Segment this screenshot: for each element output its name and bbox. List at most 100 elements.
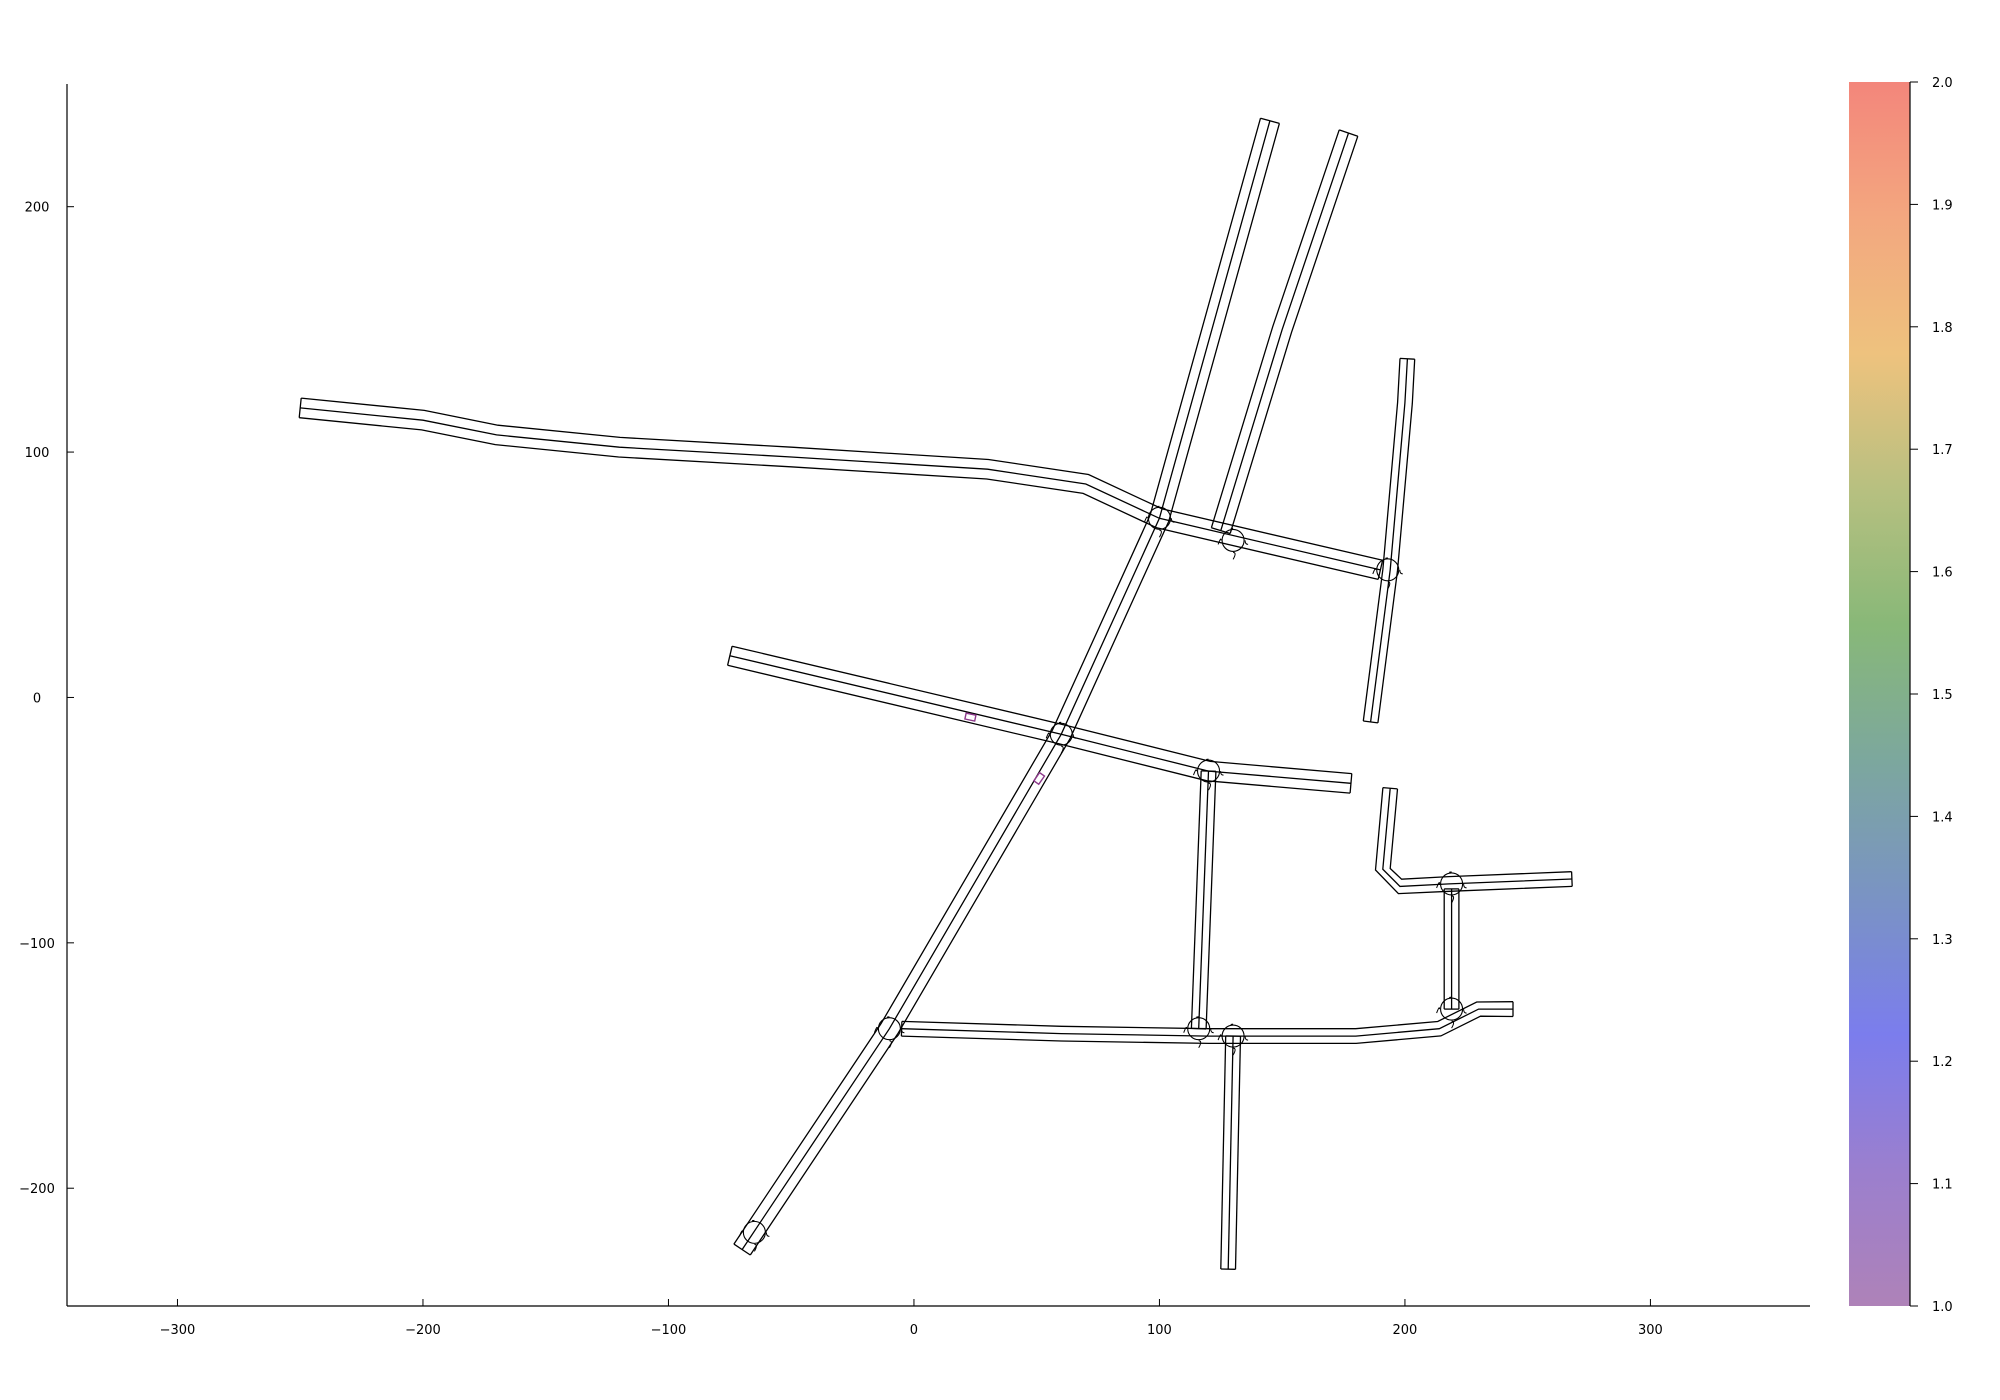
turn-arc <box>1244 540 1249 545</box>
road-edge <box>727 664 1351 794</box>
turn-arc <box>1436 1007 1441 1014</box>
turn-arc <box>1244 1036 1249 1041</box>
lane-divider <box>901 1008 1513 1037</box>
road-edge <box>1190 770 1202 1029</box>
road-edge <box>1377 359 1416 723</box>
turn-arc <box>1072 734 1077 739</box>
turn-arc <box>1449 996 1452 999</box>
turn-arc <box>1436 882 1441 889</box>
turn-arc <box>1210 1028 1214 1034</box>
road-edge <box>1389 788 1572 880</box>
colorbar-tick-label: 2.0 <box>1932 76 1953 91</box>
x-tick-label: −100 <box>651 1323 687 1338</box>
colorbar-tick-label: 1.7 <box>1932 443 1953 458</box>
turn-arc <box>1206 758 1209 761</box>
turn-arc <box>1158 529 1162 538</box>
road-south-stub <box>1220 1035 1242 1270</box>
turn-arc <box>1451 1020 1455 1029</box>
x-tick-label: 200 <box>1393 1323 1418 1338</box>
turn-arc <box>873 1026 878 1033</box>
colorbar-gradient <box>1849 82 1910 1306</box>
turn-arc <box>1183 1026 1188 1033</box>
turn-arc <box>1198 1040 1202 1048</box>
colorbar-tick-label: 1.5 <box>1932 688 1953 703</box>
road-end-cap <box>1338 129 1359 137</box>
road-edge <box>749 123 1281 1256</box>
axes: −300 −200 −100 0 100 200 300 200 100 0 −100 −200 <box>19 84 1810 1338</box>
turn-arc <box>1193 769 1197 776</box>
road-edge <box>1220 1035 1227 1270</box>
turn-arc <box>1058 721 1062 724</box>
turn-arc <box>1143 516 1148 523</box>
colorbar-tick-label: 1.3 <box>1932 933 1953 948</box>
turn-arc <box>751 1219 755 1222</box>
y-tick-label: 0 <box>33 691 41 706</box>
colorbar-tick-label: 1.4 <box>1932 810 1953 825</box>
intersection <box>738 1219 770 1252</box>
vehicle-1-marker <box>964 712 977 722</box>
colorbar: 1.0 1.1 1.2 1.3 1.4 1.5 1.6 1.7 1.8 1.9 2.0 <box>1849 76 1953 1315</box>
road-end-cap <box>1349 773 1353 794</box>
turn-arc <box>1387 581 1391 590</box>
road-end-cap <box>1260 117 1280 125</box>
colorbar-tick-label: 1.9 <box>1932 198 1953 213</box>
road-edge <box>731 645 1352 775</box>
colorbar-tick-label: 1.8 <box>1932 321 1953 336</box>
intersection-ring <box>1049 722 1073 746</box>
road-east-spur <box>1443 888 1460 1010</box>
colorbar-tick-label: 1.6 <box>1932 566 1953 581</box>
vehicle-markers-layer <box>964 712 1046 786</box>
road-edge <box>301 397 1383 561</box>
intersection-ring <box>742 1220 766 1244</box>
road-east-north-road <box>1362 357 1416 724</box>
lane-divider <box>1369 358 1409 723</box>
turn-arc <box>900 1028 905 1034</box>
y-tick-label: 100 <box>25 446 50 461</box>
colorbar-tick-label: 1.1 <box>1932 1178 1953 1193</box>
turn-arc <box>1220 771 1224 776</box>
road-middle-south-road <box>1190 770 1217 1030</box>
turn-arc <box>1451 895 1455 904</box>
intersection <box>1183 1016 1214 1048</box>
road-edge <box>1205 771 1217 1030</box>
lane-divider <box>729 655 1351 784</box>
road-edge <box>1210 129 1340 528</box>
intersection <box>1436 996 1467 1029</box>
intersection <box>1436 871 1467 904</box>
intersection <box>1193 758 1224 791</box>
road-edge <box>299 417 1379 581</box>
turn-arc <box>1208 782 1211 791</box>
road-edge <box>1234 1036 1242 1270</box>
turn-arc <box>1045 732 1050 739</box>
road-east-curve <box>1374 786 1573 895</box>
lane-divider <box>741 120 1271 1250</box>
road-edge <box>733 118 1262 1245</box>
road-edge <box>1229 135 1359 534</box>
turn-arc <box>1196 1016 1199 1019</box>
intersection <box>1143 505 1175 538</box>
intersection-ring <box>1196 759 1221 783</box>
intersection <box>1217 527 1249 560</box>
intersection-ring <box>1147 506 1171 530</box>
turn-arc <box>753 1243 757 1252</box>
road-north-road-2 <box>1210 129 1359 535</box>
intersection <box>1372 557 1403 590</box>
intersection-ring <box>1187 1017 1211 1041</box>
road-end-cap <box>1570 871 1573 887</box>
intersection <box>1217 1023 1249 1056</box>
y-tick-label: −100 <box>19 937 55 952</box>
intersection-ring <box>1221 528 1245 552</box>
lane-divider <box>300 407 1381 571</box>
turn-arc <box>888 1040 892 1048</box>
turn-arc <box>1232 1047 1236 1056</box>
turn-arc <box>1372 568 1377 575</box>
turn-arc <box>1463 1009 1467 1014</box>
turn-arc <box>1449 871 1452 874</box>
x-tick-label: 100 <box>1147 1323 1172 1338</box>
vehicle-2-marker <box>1032 771 1046 786</box>
turn-arc <box>1399 569 1403 575</box>
road-edge <box>1374 787 1573 895</box>
road-end-cap <box>1211 527 1231 535</box>
x-tick-label: −300 <box>160 1323 196 1338</box>
